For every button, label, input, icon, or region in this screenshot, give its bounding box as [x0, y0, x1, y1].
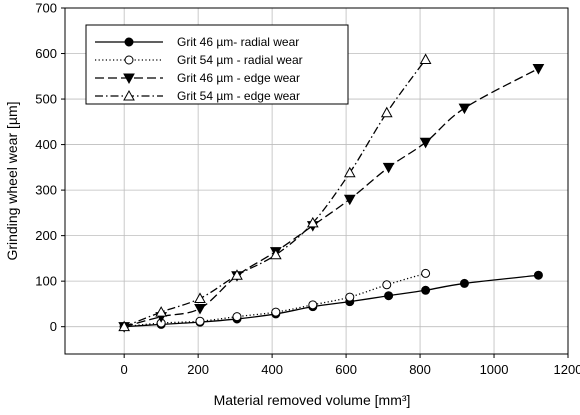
data-point [308, 300, 318, 310]
series-3 [118, 64, 545, 333]
y-tick-label: 300 [35, 183, 57, 198]
data-point [384, 291, 394, 301]
y-tick-label: 200 [35, 228, 57, 243]
data-point [343, 166, 356, 178]
data-point [382, 280, 392, 290]
data-point [195, 316, 205, 326]
x-tick-label: 800 [409, 362, 431, 377]
legend: Grit 46 µm- radial wear Grit 54 µm - radi… [85, 24, 349, 105]
plot-frame [64, 7, 569, 355]
legend-label: Grit 46 µm- radial wear [177, 35, 299, 49]
data-point [306, 216, 319, 228]
legend-label: Grit 54 µm - edge wear [177, 89, 300, 103]
legend-swatch-marker [124, 55, 134, 65]
x-tick-label: 600 [335, 362, 357, 377]
series-line [124, 67, 539, 328]
y-tick-label: 500 [35, 92, 57, 107]
y-tick-label: 400 [35, 137, 57, 152]
legend-label: Grit 54 µm - radial wear [177, 53, 303, 67]
legend-swatch-marker [124, 37, 134, 47]
data-point [421, 268, 431, 278]
x-tick-label: 1200 [554, 362, 580, 377]
series-line [123, 59, 427, 328]
y-axis-title: Grinding wheel wear [µm] [4, 101, 20, 260]
y-tick-label: 700 [35, 1, 57, 16]
data-point [419, 53, 432, 64]
series-2 [119, 268, 431, 332]
data-point [271, 307, 281, 317]
series-layer [118, 53, 545, 333]
y-tick-label: 600 [35, 46, 57, 61]
y-tick-label: 0 [50, 319, 57, 334]
series-4 [118, 53, 432, 332]
data-point [533, 270, 543, 280]
legend-swatch-marker [123, 73, 135, 85]
data-point [194, 303, 206, 315]
data-point [194, 292, 206, 303]
y-tick-label: 100 [35, 274, 57, 289]
x-tick-label: 1000 [480, 362, 509, 377]
data-point [118, 320, 131, 332]
data-point [155, 306, 168, 317]
data-point [382, 162, 395, 174]
data-point [459, 278, 469, 288]
data-point [232, 312, 242, 322]
data-point [419, 137, 432, 149]
data-point [458, 103, 471, 115]
legend-swatch-marker [123, 89, 135, 101]
x-tick-label: 0 [121, 362, 128, 377]
data-point [532, 64, 545, 75]
data-point [231, 269, 243, 280]
tick-layer: 0 200 400 600 800 1000 1200 0 100 200 300 400 500 600… [35, 1, 580, 378]
data-point [421, 285, 431, 295]
data-point [343, 194, 356, 206]
x-tick-label: 200 [187, 362, 209, 377]
x-tick-label: 400 [261, 362, 283, 377]
x-axis-title: Material removed volume [mm³] [214, 392, 411, 408]
data-point [380, 106, 393, 118]
data-point [345, 292, 355, 302]
legend-label: Grit 46 µm - edge wear [177, 71, 300, 85]
data-point [269, 248, 282, 260]
